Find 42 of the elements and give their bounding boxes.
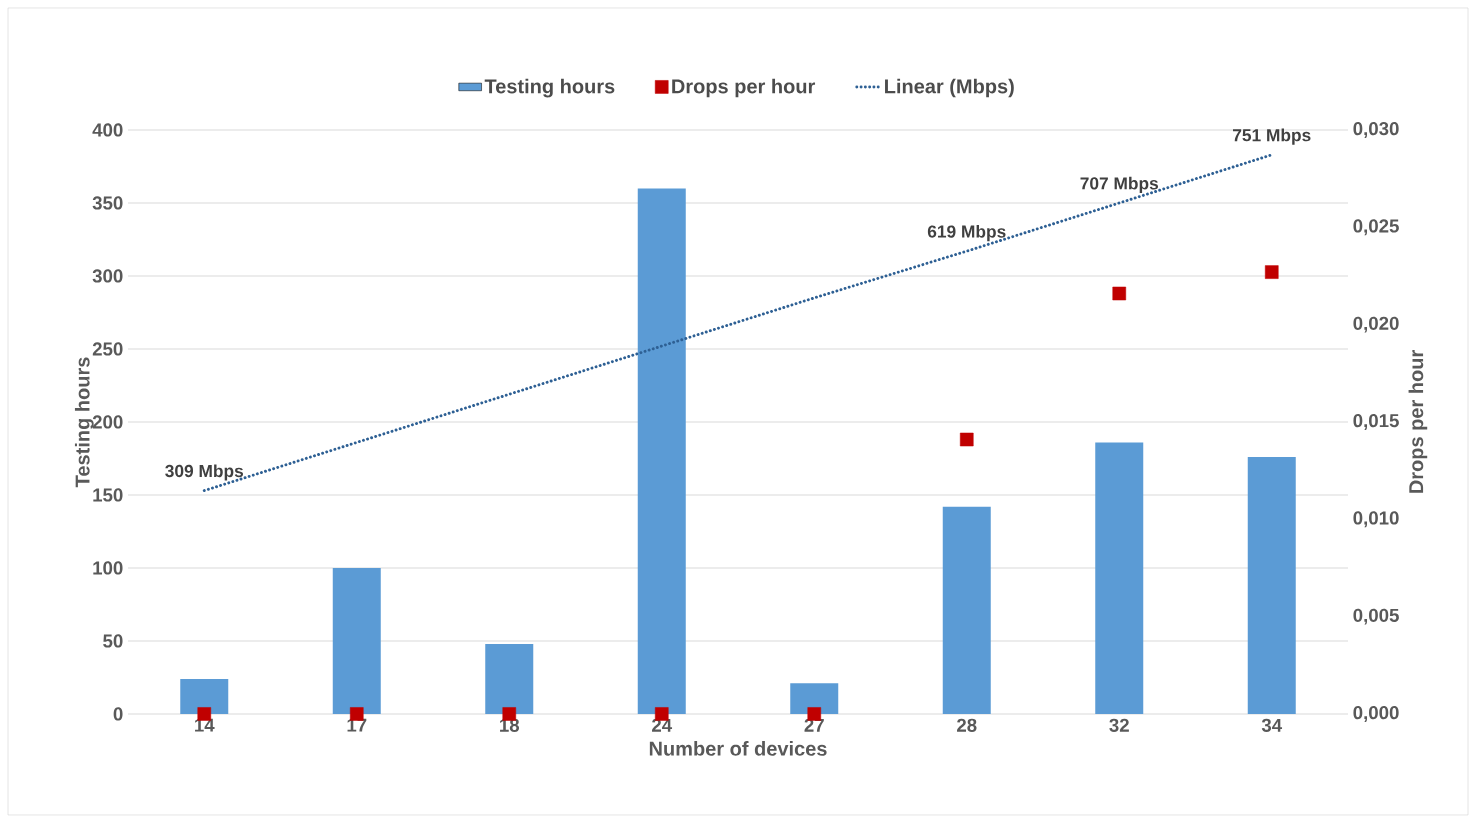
bar — [485, 643, 534, 714]
y-tick-label: 50 — [103, 634, 123, 648]
y2-axis-title: Drops per hour — [1408, 350, 1428, 493]
bar — [332, 567, 381, 714]
point — [959, 432, 974, 447]
bar — [1095, 442, 1144, 714]
y2-tick-label: 0,005 — [1353, 608, 1399, 625]
y-tick-label: 300 — [92, 269, 123, 283]
annotation: 309 Mbps — [165, 464, 244, 481]
x-tick-label: 24 — [652, 718, 673, 732]
bar — [1247, 457, 1296, 714]
x-tick-label: 14 — [195, 718, 215, 732]
y2-tick-label: 0,000 — [1353, 706, 1399, 722]
y-tick-label: 400 — [92, 123, 123, 137]
y-tick-label: 350 — [92, 196, 123, 210]
y-tick-label: 100 — [93, 561, 123, 575]
y2-tick-label: 0,020 — [1353, 316, 1399, 333]
y-tick-label: 250 — [92, 342, 123, 356]
y-axis-title: Testing hours — [74, 357, 94, 488]
point — [1112, 286, 1127, 301]
x-axis-title: Number of devices — [649, 741, 827, 756]
legend-label: Drops per hour — [672, 78, 816, 98]
legend-label: Linear (Mbps) — [885, 78, 1014, 98]
y2-tick-label: 0,010 — [1353, 511, 1399, 528]
y2-tick-label: 0,030 — [1353, 122, 1399, 138]
y-tick-label: 200 — [92, 415, 123, 429]
x-tick-label: 28 — [957, 718, 977, 732]
annotation: 707 Mbps — [1080, 176, 1159, 193]
annotation: 619 Mbps — [927, 224, 1006, 242]
point — [1264, 265, 1279, 279]
x-tick-label: 32 — [1109, 718, 1129, 732]
legend-label: Testing hours — [484, 78, 615, 98]
y2-tick-label: 0,015 — [1353, 414, 1399, 430]
annotation: 751 Mbps — [1233, 128, 1311, 145]
x-tick-label: 34 — [1261, 718, 1283, 732]
y2-tick-label: 0,025 — [1353, 219, 1399, 236]
y-tick-label: 0 — [113, 707, 123, 721]
bar — [942, 506, 991, 714]
bar — [180, 678, 229, 714]
bar — [637, 188, 686, 714]
bar — [790, 683, 839, 714]
y-tick-label: 150 — [93, 488, 123, 502]
